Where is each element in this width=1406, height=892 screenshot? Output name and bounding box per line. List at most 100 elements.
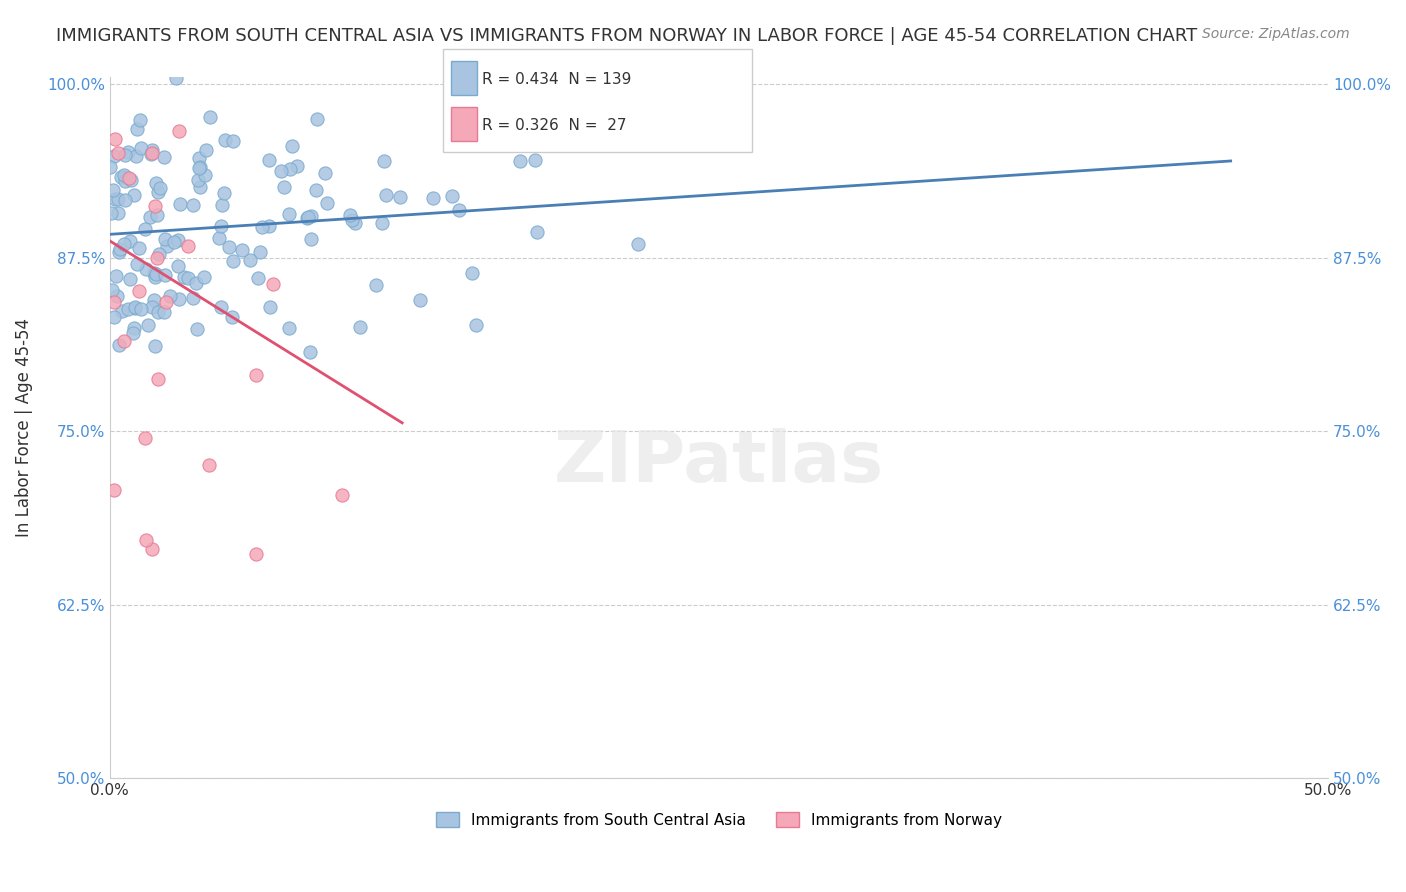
Immigrants from South Central Asia xyxy=(278,207,301,221)
Immigrants from South Central Asia xyxy=(114,174,136,188)
Immigrants from South Central Asia xyxy=(120,173,142,187)
Immigrants from South Central Asia xyxy=(166,233,188,247)
Immigrants from South Central Asia xyxy=(103,310,125,324)
Immigrants from South Central Asia xyxy=(524,153,547,167)
Text: Source: ZipAtlas.com: Source: ZipAtlas.com xyxy=(1202,27,1350,41)
Immigrants from South Central Asia xyxy=(316,195,339,210)
Immigrants from South Central Asia xyxy=(343,216,366,230)
Immigrants from South Central Asia xyxy=(121,326,143,340)
Immigrants from South Central Asia xyxy=(155,232,177,246)
Immigrants from South Central Asia xyxy=(169,197,191,211)
Immigrants from Norway xyxy=(330,488,353,502)
Immigrants from South Central Asia xyxy=(257,219,280,234)
Immigrants from South Central Asia xyxy=(129,302,152,317)
Immigrants from Norway xyxy=(141,541,163,556)
Immigrants from South Central Asia xyxy=(465,318,488,333)
Immigrants from South Central Asia xyxy=(107,192,129,206)
Immigrants from South Central Asia xyxy=(166,260,188,274)
Immigrants from South Central Asia xyxy=(280,138,302,153)
Immigrants from Norway xyxy=(191,49,214,63)
Immigrants from South Central Asia xyxy=(104,268,127,283)
Immigrants from South Central Asia xyxy=(136,318,159,332)
Immigrants from South Central Asia xyxy=(188,151,211,165)
Immigrants from South Central Asia xyxy=(105,289,128,303)
Immigrants from Norway xyxy=(100,49,122,63)
Immigrants from South Central Asia xyxy=(211,198,233,212)
Text: R = 0.326  N =  27: R = 0.326 N = 27 xyxy=(482,118,627,133)
Immigrants from South Central Asia xyxy=(108,242,131,256)
Legend: Immigrants from South Central Asia, Immigrants from Norway: Immigrants from South Central Asia, Immi… xyxy=(429,805,1008,834)
Immigrants from South Central Asia xyxy=(107,206,129,220)
Text: ZIPatlas: ZIPatlas xyxy=(554,428,884,498)
Immigrants from South Central Asia xyxy=(142,293,165,307)
Immigrants from South Central Asia xyxy=(146,185,169,199)
Immigrants from Norway xyxy=(128,285,150,299)
Immigrants from South Central Asia xyxy=(108,245,131,260)
Immigrants from South Central Asia xyxy=(259,300,281,314)
Immigrants from South Central Asia xyxy=(145,268,167,282)
Immigrants from Norway xyxy=(135,533,157,548)
Immigrants from South Central Asia xyxy=(129,112,152,127)
Immigrants from South Central Asia xyxy=(143,266,166,280)
Immigrants from South Central Asia xyxy=(128,241,150,255)
Immigrants from South Central Asia xyxy=(299,209,322,223)
Immigrants from South Central Asia xyxy=(249,244,271,259)
Immigrants from South Central Asia xyxy=(165,70,187,85)
Immigrants from Norway xyxy=(114,49,136,63)
Immigrants from South Central Asia xyxy=(181,291,204,305)
Immigrants from South Central Asia xyxy=(349,319,371,334)
Immigrants from South Central Asia xyxy=(239,252,262,267)
Immigrants from Norway xyxy=(134,431,156,445)
Immigrants from South Central Asia xyxy=(222,134,245,148)
Immigrants from South Central Asia xyxy=(125,149,148,163)
Immigrants from Norway xyxy=(141,146,163,161)
Immigrants from South Central Asia xyxy=(103,149,125,163)
Immigrants from South Central Asia xyxy=(100,205,122,219)
Immigrants from South Central Asia xyxy=(146,304,169,318)
Immigrants from Norway xyxy=(143,199,166,213)
Immigrants from South Central Asia xyxy=(124,321,146,335)
Immigrants from South Central Asia xyxy=(141,300,163,314)
Immigrants from South Central Asia xyxy=(112,169,135,183)
Immigrants from South Central Asia xyxy=(176,270,198,285)
Immigrants from South Central Asia xyxy=(209,300,232,314)
Immigrants from South Central Asia xyxy=(146,208,169,222)
Immigrants from South Central Asia xyxy=(221,310,243,324)
Immigrants from South Central Asia xyxy=(167,292,190,306)
Immigrants from South Central Asia xyxy=(370,216,392,230)
Text: IMMIGRANTS FROM SOUTH CENTRAL ASIA VS IMMIGRANTS FROM NORWAY IN LABOR FORCE | AG: IMMIGRANTS FROM SOUTH CENTRAL ASIA VS IM… xyxy=(56,27,1198,45)
Immigrants from South Central Asia xyxy=(186,276,208,290)
Immigrants from South Central Asia xyxy=(340,213,363,227)
Immigrants from South Central Asia xyxy=(627,237,650,252)
Immigrants from South Central Asia xyxy=(440,189,463,203)
Immigrants from South Central Asia xyxy=(110,169,132,184)
Immigrants from South Central Asia xyxy=(159,289,181,303)
Immigrants from Norway xyxy=(177,239,200,253)
Immigrants from South Central Asia xyxy=(339,208,361,222)
Immigrants from Norway xyxy=(155,294,177,309)
Immigrants from South Central Asia xyxy=(422,191,444,205)
Immigrants from South Central Asia xyxy=(190,180,212,194)
Immigrants from South Central Asia xyxy=(193,270,215,285)
Y-axis label: In Labor Force | Age 45-54: In Labor Force | Age 45-54 xyxy=(15,318,32,537)
Immigrants from South Central Asia xyxy=(194,168,217,182)
Immigrants from South Central Asia xyxy=(145,176,167,190)
Immigrants from South Central Asia xyxy=(198,110,221,124)
Immigrants from South Central Asia xyxy=(461,266,484,280)
Immigrants from Norway xyxy=(167,123,190,137)
Immigrants from South Central Asia xyxy=(299,232,322,246)
Immigrants from South Central Asia xyxy=(278,321,301,335)
Immigrants from Norway xyxy=(148,372,170,386)
Immigrants from South Central Asia xyxy=(187,161,209,175)
Immigrants from Norway xyxy=(198,458,221,472)
Immigrants from South Central Asia xyxy=(101,183,124,197)
Immigrants from South Central Asia xyxy=(108,338,131,352)
Immigrants from Norway xyxy=(103,483,125,497)
Immigrants from Norway xyxy=(245,368,267,382)
Immigrants from South Central Asia xyxy=(285,159,308,173)
Immigrants from South Central Asia xyxy=(218,240,240,254)
Immigrants from Norway xyxy=(103,132,125,146)
Immigrants from South Central Asia xyxy=(134,222,156,236)
Immigrants from South Central Asia xyxy=(117,145,139,160)
Immigrants from South Central Asia xyxy=(153,268,176,283)
